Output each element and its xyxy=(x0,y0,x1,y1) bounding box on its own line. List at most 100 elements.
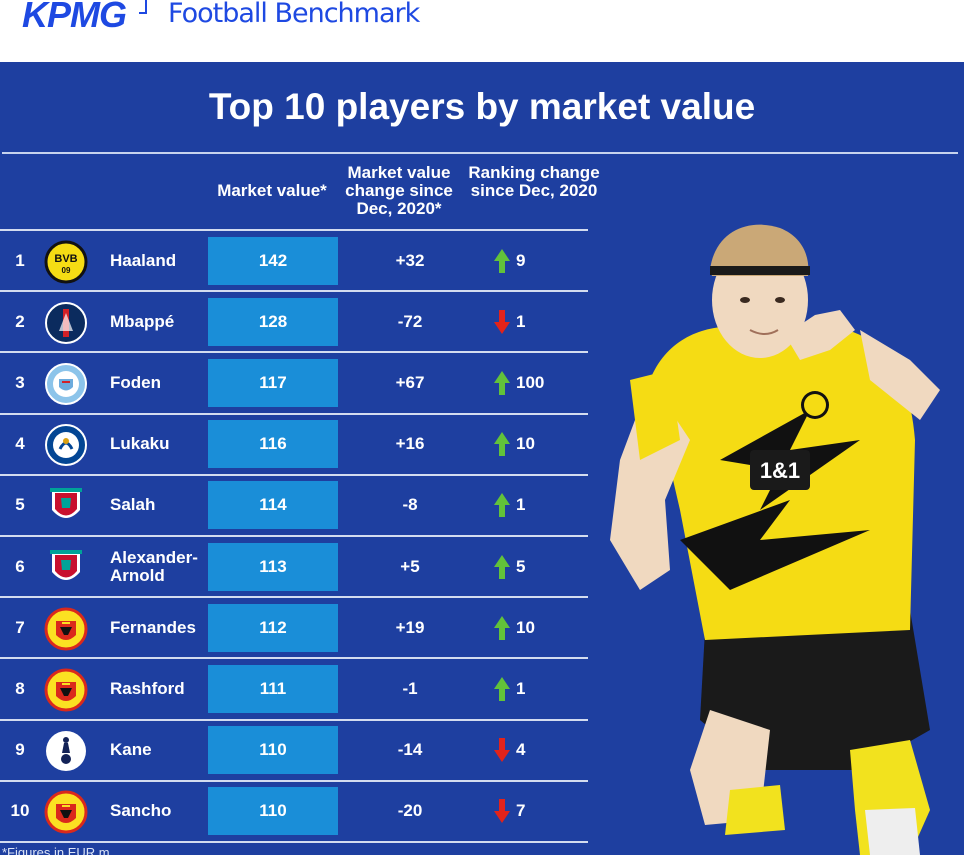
player-name: Fernandes xyxy=(110,617,196,637)
title-divider xyxy=(2,152,958,154)
club-crest-icon xyxy=(44,607,88,651)
down-arrow-icon xyxy=(494,738,516,763)
club-crest-icon xyxy=(44,362,88,406)
up-arrow-icon xyxy=(494,676,516,701)
rank-number: 3 xyxy=(15,372,25,392)
player-name: Alexander-Arnold xyxy=(110,547,198,585)
table-row: 6 Alexander-Arnold 113 +5 5 xyxy=(0,537,588,599)
down-arrow-icon xyxy=(494,309,516,334)
column-header-market-value: Market value* xyxy=(217,181,327,200)
market-value-change: -14 xyxy=(397,740,423,760)
market-value-bar: 128 xyxy=(208,297,338,346)
ranking-change: 100 xyxy=(494,353,544,412)
ranking-change: 1 xyxy=(494,292,525,351)
up-arrow-icon xyxy=(494,615,516,640)
market-value-bar: 112 xyxy=(208,603,338,652)
kpmg-logo: KPMG xyxy=(22,0,127,35)
ranking-change: 1 xyxy=(494,476,525,535)
market-value-bar: 110 xyxy=(208,787,338,836)
ranking-change-value: 100 xyxy=(516,372,545,392)
rank-number: 4 xyxy=(15,434,25,454)
ranking-change-value: 1 xyxy=(516,311,526,331)
player-name: Kane xyxy=(110,740,152,760)
club-crest-icon xyxy=(44,668,88,712)
player-name: Lukaku xyxy=(110,434,170,454)
market-value-change: +32 xyxy=(395,250,425,270)
svg-text:09: 09 xyxy=(62,266,71,275)
rank-number: 10 xyxy=(10,801,30,821)
table-row: 7 Fernandes 112 +19 10 xyxy=(0,598,588,660)
up-arrow-icon xyxy=(494,493,516,518)
market-value-change: -8 xyxy=(402,495,418,515)
ranking-change-value: 1 xyxy=(516,678,526,698)
ranking-change-value: 7 xyxy=(516,801,526,821)
market-value-change: +67 xyxy=(395,372,425,392)
rank-number: 9 xyxy=(15,740,25,760)
market-value-bar: 142 xyxy=(208,236,338,285)
ranking-change-value: 5 xyxy=(516,556,526,576)
ranking-change: 10 xyxy=(494,415,535,474)
market-value-bar: 116 xyxy=(208,420,338,469)
ranking-change-value: 1 xyxy=(516,495,526,515)
market-value-change: -1 xyxy=(402,678,418,698)
table-row: 5 Salah 114 -8 1 xyxy=(0,476,588,537)
club-crest-icon xyxy=(44,729,88,773)
player-name: Mbappé xyxy=(110,311,175,331)
table-row: 8 Rashford 111 -1 1 xyxy=(0,659,588,721)
market-value-bar: 114 xyxy=(208,481,338,530)
up-arrow-icon xyxy=(494,370,516,395)
table-row: 9 Kane 110 -14 4 xyxy=(0,721,588,782)
market-value-change: +19 xyxy=(395,617,425,637)
table-row: 3 Foden 117 +67 100 xyxy=(0,353,588,415)
rank-number: 1 xyxy=(15,250,25,270)
down-arrow-icon xyxy=(494,799,516,824)
table-row: 1 BVB 09 Haaland 142 +32 9 xyxy=(0,231,588,293)
club-crest-icon xyxy=(44,484,88,528)
player-image: 1&1 xyxy=(610,224,940,855)
market-value-bar: 113 xyxy=(208,542,338,591)
market-value-change: +5 xyxy=(400,556,420,576)
table-row: 10 Sancho 110 -20 7 xyxy=(0,782,588,843)
brand-name: Football Benchmark xyxy=(168,0,420,29)
ranking-change: 10 xyxy=(494,598,535,657)
ranking-change-value: 10 xyxy=(516,617,535,637)
svg-text:1&1: 1&1 xyxy=(760,458,800,483)
ranking-change: 1 xyxy=(494,659,525,718)
club-crest-icon xyxy=(44,301,88,345)
market-value-change: +16 xyxy=(395,434,425,454)
club-crest-icon xyxy=(44,790,88,834)
club-crest-icon xyxy=(44,423,88,467)
table-top-rule xyxy=(0,229,588,231)
market-value-change: -20 xyxy=(397,801,423,821)
player-name: Haaland xyxy=(110,250,177,270)
ranking-change-value: 4 xyxy=(516,740,526,760)
rank-number: 6 xyxy=(15,556,25,576)
player-name: Rashford xyxy=(110,678,185,698)
table-row: 2 Mbappé 128 -72 1 xyxy=(0,292,588,354)
player-name: Sancho xyxy=(110,801,172,821)
market-value-bar: 111 xyxy=(208,664,338,713)
table-row: 4 Lukaku 116 +16 10 xyxy=(0,415,588,476)
ranking-change: 4 xyxy=(494,721,525,780)
ranking-change-value: 10 xyxy=(516,434,535,454)
header: KPMG Football Benchmark xyxy=(0,0,964,62)
ranking-change-value: 9 xyxy=(516,250,526,270)
chart-title: Top 10 players by market value xyxy=(208,86,756,127)
column-header-value-change: Market value change since Dec, 2020* xyxy=(345,163,453,218)
ranking-change: 5 xyxy=(494,537,525,596)
rank-number: 2 xyxy=(15,311,25,331)
rank-number: 7 xyxy=(15,617,25,637)
svg-text:BVB: BVB xyxy=(54,253,77,265)
up-arrow-icon xyxy=(494,248,516,273)
club-crest-icon xyxy=(44,546,88,590)
column-header-ranking-change: Ranking change since Dec, 2020 xyxy=(468,163,600,200)
rank-number: 5 xyxy=(15,495,25,515)
up-arrow-icon xyxy=(494,432,516,457)
ranking-change: 9 xyxy=(494,231,525,290)
market-value-bar: 110 xyxy=(208,726,338,775)
market-value-bar: 117 xyxy=(208,358,338,407)
kpmg-logo-mark xyxy=(139,0,147,14)
club-crest-icon: BVB 09 xyxy=(44,240,88,284)
rank-number: 8 xyxy=(15,678,25,698)
up-arrow-icon xyxy=(494,554,516,579)
